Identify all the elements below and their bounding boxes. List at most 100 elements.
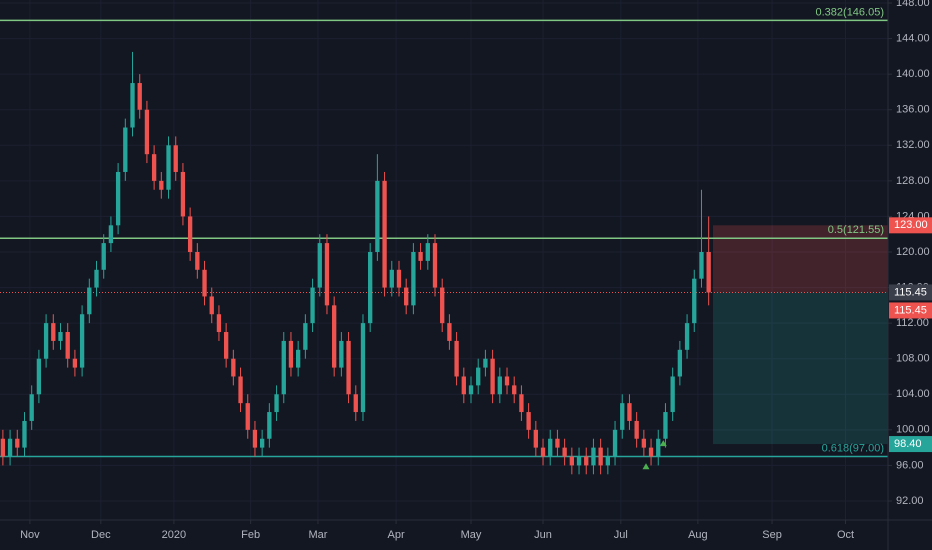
candle-body	[483, 358, 488, 368]
candle-body	[324, 243, 330, 306]
candle-body	[29, 394, 34, 421]
candle-body	[368, 251, 373, 324]
last-price-tag: 115.45	[894, 286, 927, 298]
target-zone	[712, 292, 888, 445]
candle-body	[382, 180, 387, 288]
candle-body	[101, 243, 106, 270]
candle-body	[130, 83, 135, 128]
y-tick-label: 100.00	[896, 424, 930, 436]
candle-body	[519, 394, 524, 413]
candle-body	[504, 376, 510, 386]
candle-body	[115, 171, 121, 226]
candle-body	[274, 394, 279, 413]
candle-body	[656, 438, 661, 457]
y-tick-label: 96.00	[896, 459, 924, 471]
candle-body	[259, 438, 265, 448]
candle-body	[58, 332, 63, 341]
candle-body	[605, 456, 611, 466]
x-tick-label: 2020	[162, 529, 186, 541]
candle-body	[389, 269, 394, 288]
candle-body	[202, 269, 207, 297]
x-tick-label: Mar	[308, 529, 327, 541]
candle-body	[454, 340, 459, 377]
candle-body	[108, 225, 114, 244]
candle-body	[79, 314, 85, 368]
y-tick-label: 136.00	[896, 104, 930, 116]
candle-body	[648, 447, 654, 457]
x-tick-label: Nov	[20, 529, 40, 541]
candle-body	[533, 429, 538, 448]
candle-body	[303, 323, 308, 350]
entry-tag-bg	[889, 302, 932, 319]
candle-body	[216, 314, 222, 333]
y-tick-label: 128.00	[896, 175, 930, 187]
candle-body	[281, 340, 286, 395]
candle-body	[288, 340, 294, 368]
candle-body	[540, 447, 546, 457]
y-tick-label: 148.00	[896, 0, 930, 9]
x-tick-label: Dec	[91, 529, 111, 541]
candle-body	[591, 447, 596, 466]
candle-body	[512, 385, 517, 395]
signal-marker	[659, 440, 667, 447]
candle-body	[677, 349, 683, 377]
candle-body	[476, 367, 481, 386]
x-tick-label: Apr	[388, 529, 405, 541]
candle-body	[159, 180, 164, 190]
candle-body	[87, 287, 92, 315]
candle-body	[151, 154, 157, 181]
fib-label: 0.382(146.05)	[816, 6, 885, 18]
candle-body	[526, 412, 531, 430]
candle-body	[447, 323, 452, 341]
candle-body	[180, 171, 186, 217]
candle-body	[360, 323, 366, 413]
fib-label: 0.5(121.55)	[828, 224, 884, 236]
candle-body	[346, 340, 351, 395]
candle-body	[641, 438, 647, 448]
candle-body	[123, 127, 128, 172]
candle-body	[187, 216, 193, 252]
candle-body	[562, 447, 567, 457]
candle-body	[627, 403, 632, 421]
target-tag: 98.40	[894, 438, 922, 450]
candle-body	[425, 243, 430, 261]
candle-body	[620, 403, 625, 430]
candle-body	[238, 376, 243, 404]
candle-body	[166, 145, 171, 190]
candle-body	[137, 83, 142, 110]
entry-tag: 115.45	[894, 304, 927, 316]
candle-body	[497, 376, 502, 395]
x-tick-label: May	[461, 529, 482, 541]
candle-body	[223, 332, 229, 359]
candle-body	[555, 438, 560, 448]
candle-body	[684, 323, 690, 350]
candle-body	[699, 251, 704, 279]
stop-tag-bg	[889, 217, 932, 234]
candle-body	[663, 412, 668, 439]
candle-body	[317, 243, 322, 288]
candle-body	[51, 323, 56, 341]
candle-body	[7, 438, 13, 457]
candle-body	[404, 287, 409, 306]
target-tag-bg	[889, 436, 932, 453]
candle-body	[461, 376, 466, 395]
candle-body	[411, 251, 416, 306]
y-tick-label: 92.00	[896, 495, 924, 507]
candle-body	[0, 438, 6, 457]
y-tick-label: 132.00	[896, 139, 930, 151]
candle-body	[706, 251, 711, 293]
candle-body	[72, 358, 78, 368]
signal-marker	[642, 463, 650, 470]
stop-zone	[712, 225, 888, 293]
candle-body	[692, 278, 697, 324]
candle-body	[634, 420, 639, 439]
candle-body	[569, 456, 574, 466]
y-tick-label: 112.00	[896, 317, 929, 329]
y-tick-label: 108.00	[896, 353, 930, 365]
candle-body	[173, 145, 178, 172]
candle-body	[332, 305, 337, 368]
candle-body	[353, 394, 358, 413]
x-tick-label: Oct	[837, 529, 854, 541]
candle-body	[670, 376, 675, 413]
y-tick-label: 144.00	[896, 32, 930, 44]
